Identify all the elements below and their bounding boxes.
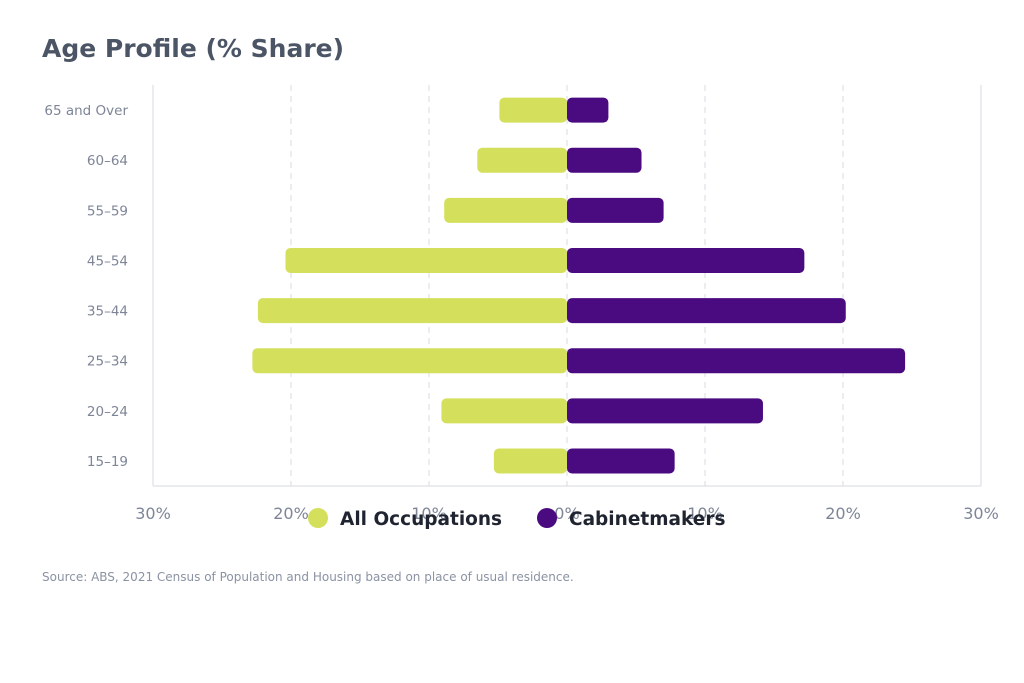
bar-cabinetmakers xyxy=(567,398,763,424)
bar-all-occupations xyxy=(441,398,567,424)
category-label: 25–34 xyxy=(87,354,128,370)
legend-marker-cabinetmakers xyxy=(537,508,557,528)
chart-title: Age Profile (% Share) xyxy=(42,34,345,63)
legend-marker-all-occupations xyxy=(308,508,328,528)
bar-all-occupations xyxy=(252,348,568,374)
x-tick-label: 10% xyxy=(411,504,447,523)
x-tick-label: 10% xyxy=(687,504,723,523)
legend-label-all-occupations: All Occupations xyxy=(340,509,502,530)
category-label: 20–24 xyxy=(87,404,128,420)
bar-cabinetmakers xyxy=(567,147,642,173)
bar-all-occupations xyxy=(493,448,567,474)
x-tick-label: 30% xyxy=(135,504,171,523)
bar-cabinetmakers xyxy=(567,448,675,474)
category-label: 55–59 xyxy=(87,203,128,219)
category-label: 45–54 xyxy=(87,253,128,269)
x-tick-label: 30% xyxy=(963,504,999,523)
legend-label-cabinetmakers: Cabinetmakers xyxy=(569,509,725,530)
bar-cabinetmakers xyxy=(567,97,609,123)
bar-all-occupations xyxy=(499,97,567,123)
bar-cabinetmakers xyxy=(567,298,846,324)
bar-all-occupations xyxy=(285,247,567,273)
x-tick-label: 20% xyxy=(273,504,309,523)
category-label: 15–19 xyxy=(87,454,128,470)
bar-cabinetmakers xyxy=(567,348,906,374)
source-note: Source: ABS, 2021 Census of Population a… xyxy=(42,570,574,584)
bar-all-occupations xyxy=(257,298,567,324)
bar-cabinetmakers xyxy=(567,197,664,223)
category-label: 35–44 xyxy=(87,304,128,320)
category-label: 65 and Over xyxy=(44,103,128,119)
x-tick-label: 20% xyxy=(825,504,861,523)
bar-all-occupations xyxy=(444,197,567,223)
category-label: 60–64 xyxy=(87,153,128,169)
bar-all-occupations xyxy=(477,147,567,173)
bar-cabinetmakers xyxy=(567,247,805,273)
x-tick-label: 0% xyxy=(554,504,579,523)
